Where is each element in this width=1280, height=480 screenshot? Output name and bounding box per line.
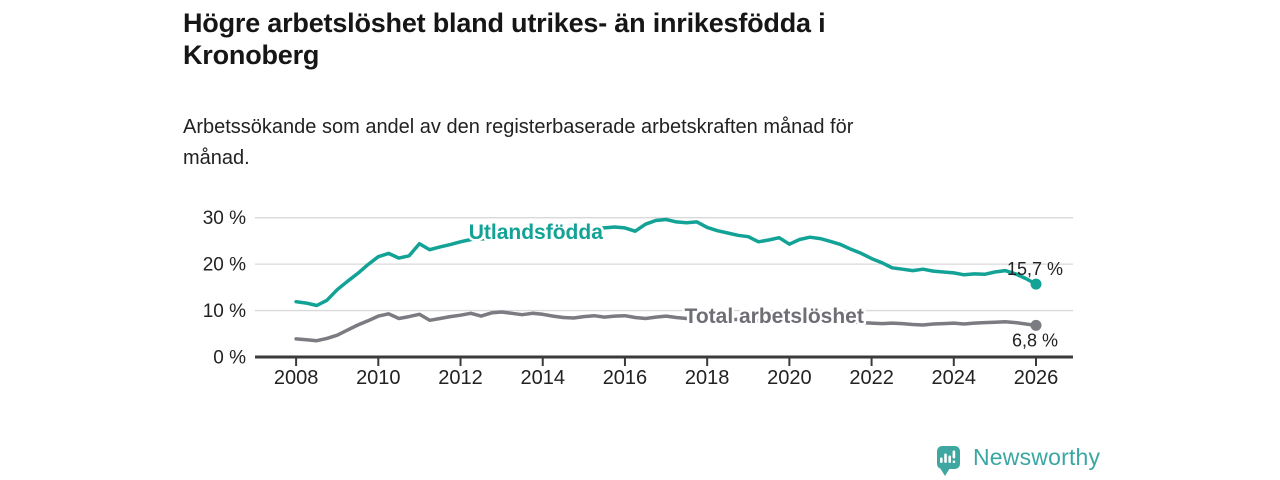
utlandsfodda-end-value-label: 15,7 % xyxy=(1007,259,1063,279)
x-tick-label: 2016 xyxy=(603,367,648,389)
chart-subtitle: Arbetssökande som andel av den registerb… xyxy=(183,112,1043,174)
total-arbetsloshet-line xyxy=(294,310,1038,343)
x-tick-label: 2022 xyxy=(849,367,894,389)
total-arbetsloshet-inline-label: Total arbetslöshet xyxy=(685,305,864,328)
brand-name: Newsworthy xyxy=(973,444,1101,470)
total-arbetsloshet-end-value-label: 6,8 % xyxy=(1012,330,1058,350)
y-tick-label: 20 % xyxy=(203,255,246,276)
chart-subtitle-line-1: Arbetssökande som andel av den registerb… xyxy=(183,116,854,138)
y-tick-label: 0 % xyxy=(213,348,246,369)
x-tick-label: 2024 xyxy=(932,367,977,389)
x-tick-label: 2014 xyxy=(520,367,565,389)
x-tick-label: 2008 xyxy=(274,367,319,389)
newsworthy-logo: Newsworthy xyxy=(937,444,1101,476)
chart-subtitle-line-2: månad. xyxy=(183,147,250,169)
utlandsfodda-inline-label: Utlandsfödda xyxy=(469,221,603,244)
logo-pin-tail xyxy=(940,468,950,476)
x-tick-label: 2026 xyxy=(1014,367,1059,389)
chart-title: Högre arbetslöshet bland utrikes- än inr… xyxy=(183,7,1003,71)
bar-chart-pin-icon xyxy=(937,446,960,476)
y-tick-label: 10 % xyxy=(203,301,246,322)
x-tick-label: 2020 xyxy=(767,367,812,389)
x-tick-label: 2010 xyxy=(356,367,401,389)
chart-title-line-1: Högre arbetslöshet bland utrikes- än inr… xyxy=(183,8,826,38)
x-tick-label: 2018 xyxy=(685,367,730,389)
logo-bars-glyph xyxy=(940,450,956,464)
total-arbetsloshet-end-dot xyxy=(1030,319,1042,331)
chart-title-line-2: Kronoberg xyxy=(183,40,320,70)
utlandsfodda-end-dot xyxy=(1030,278,1042,290)
y-tick-label: 30 % xyxy=(203,208,246,229)
x-tick-label: 2012 xyxy=(438,367,483,389)
utlandsfodda-line xyxy=(294,217,1038,308)
